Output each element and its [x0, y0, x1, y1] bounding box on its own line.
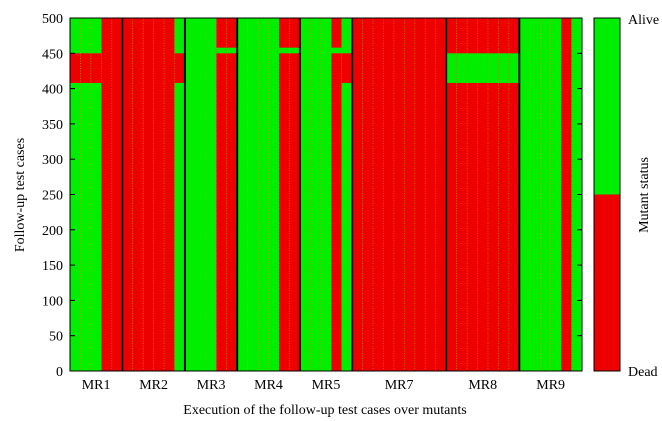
- heatmap-column: [498, 18, 510, 371]
- heatmap-column: [383, 18, 395, 371]
- heatmap-column: [456, 18, 468, 371]
- heatmap-column: [299, 18, 311, 371]
- heatmap-column: [508, 18, 520, 371]
- heatmap-column: [571, 18, 583, 371]
- colorbar-label-dead: Dead: [628, 365, 658, 380]
- heatmap-column: [404, 18, 416, 371]
- heatmap-band: [456, 53, 468, 83]
- group-separators: [80, 18, 572, 371]
- heatmap-column: [195, 18, 207, 371]
- heatmap-cells: [70, 18, 583, 371]
- heatmap-column: [278, 18, 290, 371]
- heatmap-band: [477, 53, 489, 83]
- heatmap-column: [373, 18, 384, 371]
- heatmap-column: [247, 18, 259, 371]
- colorbar-label-alive: Alive: [628, 13, 659, 28]
- colorbar-alive-segment: [594, 18, 620, 195]
- heatmap-column: [425, 18, 436, 371]
- y-tick-label: 50: [49, 330, 63, 345]
- heatmap-band: [467, 53, 478, 83]
- heatmap-column: [529, 18, 541, 371]
- heatmap-column: [268, 18, 280, 371]
- heatmap-column: [446, 18, 457, 371]
- heatmap-column: [205, 18, 217, 371]
- x-tick-label: MR8: [468, 378, 497, 393]
- heatmap-column: [90, 18, 102, 371]
- heatmap-column: [122, 18, 133, 371]
- heatmap-band: [289, 47, 301, 54]
- heatmap-column: [540, 18, 551, 371]
- y-tick-label: 100: [42, 294, 63, 309]
- x-tick-label: MR2: [139, 378, 168, 393]
- heatmap-column: [80, 18, 92, 371]
- x-axis-label: Execution of the follow-up test cases ov…: [183, 403, 466, 418]
- heatmap-column: [310, 18, 321, 371]
- heatmap-band: [446, 53, 457, 83]
- heatmap-column: [174, 18, 186, 371]
- x-tick-label: MR1: [82, 378, 111, 393]
- heatmap-band: [331, 47, 342, 54]
- heatmap-band: [90, 53, 102, 83]
- y-tick-label: 400: [42, 83, 63, 98]
- y-tick-label: 350: [42, 118, 63, 133]
- heatmap-column: [237, 18, 248, 371]
- heatmap-band: [216, 47, 227, 54]
- heatmap-band: [508, 53, 520, 83]
- heatmap-column: [393, 18, 405, 371]
- heatmap-column: [164, 18, 175, 371]
- heatmap-band: [498, 53, 510, 83]
- heatmap-band: [70, 53, 81, 83]
- heatmap-band: [341, 53, 353, 83]
- heatmap-column: [341, 18, 353, 371]
- y-axis-label: Follow-up test cases: [13, 138, 28, 252]
- heatmap-column: [414, 18, 426, 371]
- heatmap-band: [226, 47, 238, 54]
- heatmap-column: [331, 18, 342, 371]
- x-tick-label: MR3: [197, 378, 226, 393]
- x-tick-label: MR7: [385, 378, 414, 393]
- heatmap-column: [487, 18, 499, 371]
- heatmap-band: [278, 47, 290, 54]
- heatmap-column: [435, 18, 447, 371]
- y-axis: 0 50 100 150 200 250 300 350 400 450 500: [42, 12, 582, 380]
- x-tick-label: MR5: [312, 378, 341, 393]
- heatmap-column: [216, 18, 227, 371]
- colorbar-frame: [593, 17, 621, 372]
- y-tick-label: 450: [42, 47, 63, 62]
- colorbar-title: Mutant status: [637, 157, 652, 233]
- heatmap-column: [550, 18, 562, 371]
- y-tick-label: 500: [42, 12, 63, 27]
- heatmap-column: [362, 18, 374, 371]
- y-tick-label: 300: [42, 153, 63, 168]
- y-tick-label: 0: [56, 365, 63, 380]
- heatmap-column: [70, 18, 81, 371]
- y-tick-label: 250: [42, 189, 63, 204]
- heatmap-column: [289, 18, 301, 371]
- heatmap-column: [519, 18, 530, 371]
- heatmap-column: [561, 18, 572, 371]
- heatmap-column: [132, 18, 144, 371]
- heatmap-column: [467, 18, 478, 371]
- colorbar-dead-segment: [594, 194, 620, 371]
- heatmap-column: [184, 18, 196, 371]
- heatmap-band: [487, 53, 499, 83]
- x-axis: MR1 MR2 MR3 MR4 MR5 MR7 MR8 MR9: [82, 378, 565, 393]
- heatmap-column: [477, 18, 489, 371]
- heatmap-column: [143, 18, 154, 371]
- heatmap-column: [111, 18, 123, 371]
- x-tick-label: MR4: [254, 378, 283, 393]
- heatmap-column: [101, 18, 112, 371]
- colorbar: [593, 17, 621, 372]
- heatmap-band: [80, 53, 92, 83]
- y-tick-label: 200: [42, 224, 63, 239]
- heatmap-column: [320, 18, 332, 371]
- x-tick-label: MR9: [536, 378, 565, 393]
- heatmap-column: [258, 18, 269, 371]
- heatmap-column: [352, 18, 363, 371]
- heatmap-column: [226, 18, 238, 371]
- heatmap-column: [153, 18, 165, 371]
- y-tick-label: 150: [42, 259, 63, 274]
- heatmap-band: [174, 53, 186, 83]
